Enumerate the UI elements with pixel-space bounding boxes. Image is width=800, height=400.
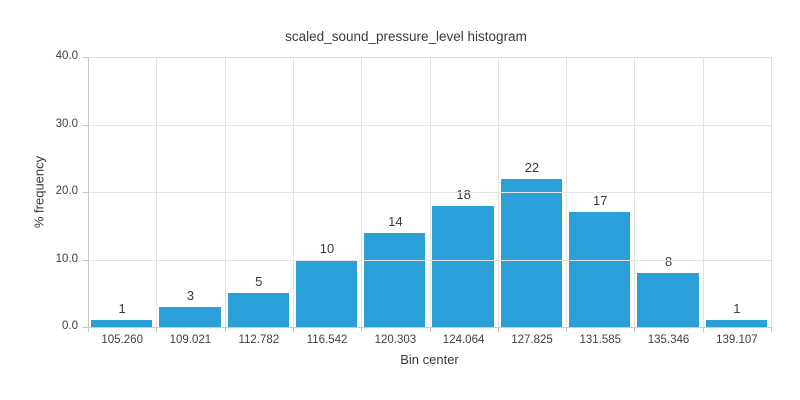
chart-title: scaled_sound_pressure_level histogram bbox=[285, 29, 527, 44]
x-tick-label: 127.825 bbox=[511, 334, 553, 346]
bars-container: 1 3 5 10 14 18 22 17 8 1 bbox=[88, 57, 771, 327]
v-gridline bbox=[156, 57, 157, 327]
v-gridline bbox=[566, 57, 567, 327]
x-axis-tick bbox=[88, 327, 89, 332]
histogram-bar[interactable] bbox=[500, 178, 563, 327]
bar-value-label: 10 bbox=[319, 240, 335, 256]
histogram-slot: 17 bbox=[566, 57, 634, 327]
h-gridline bbox=[88, 192, 771, 193]
v-gridline bbox=[703, 57, 704, 327]
bar-value-label: 1 bbox=[733, 301, 741, 317]
v-gridline bbox=[498, 57, 499, 327]
x-axis-tick bbox=[361, 327, 362, 332]
y-tick-label: 40.0 bbox=[55, 50, 78, 62]
x-tick-label: 135.346 bbox=[647, 334, 690, 346]
x-axis-tick bbox=[634, 327, 635, 332]
histogram-bar[interactable] bbox=[432, 205, 494, 327]
histogram-slot: 1 bbox=[703, 57, 771, 327]
x-axis-tick bbox=[225, 327, 226, 332]
x-tick-label: 116.542 bbox=[306, 334, 348, 346]
x-axis-tick bbox=[566, 327, 567, 332]
h-gridline bbox=[88, 124, 771, 126]
bar-value-label: 5 bbox=[255, 274, 263, 290]
bar-value-label: 1 bbox=[118, 301, 126, 317]
h-gridline bbox=[88, 57, 771, 58]
x-tick-label: 109.021 bbox=[169, 334, 212, 346]
h-gridline bbox=[88, 259, 771, 261]
histogram-slot: 18 bbox=[429, 57, 497, 327]
plot-area: 1 3 5 10 14 18 22 17 8 1 bbox=[88, 57, 772, 328]
x-tick-label: 131.585 bbox=[579, 334, 622, 346]
x-axis-tick bbox=[156, 327, 157, 332]
histogram-bar[interactable] bbox=[637, 273, 699, 327]
histogram-slot: 5 bbox=[225, 57, 293, 327]
y-tick-label: 30.0 bbox=[55, 117, 78, 130]
y-tick-label: 20.0 bbox=[55, 185, 78, 197]
histogram-slot: 10 bbox=[293, 57, 361, 327]
y-axis-tick bbox=[82, 259, 88, 261]
x-axis-tick bbox=[498, 327, 499, 332]
histogram-bar[interactable] bbox=[295, 259, 358, 327]
histogram-bar[interactable] bbox=[364, 232, 426, 327]
v-gridline bbox=[293, 57, 294, 327]
x-tick-label: 120.303 bbox=[374, 334, 417, 346]
x-axis-tick bbox=[771, 327, 772, 332]
y-axis-tick bbox=[82, 124, 88, 126]
bar-value-label: 3 bbox=[186, 287, 195, 303]
x-axis-tick bbox=[293, 327, 294, 332]
v-gridline bbox=[225, 57, 226, 327]
v-gridline bbox=[634, 57, 635, 327]
bar-value-label: 14 bbox=[388, 213, 403, 229]
x-axis-tick bbox=[703, 327, 704, 332]
y-tick-label: 0.0 bbox=[62, 320, 78, 332]
histogram-slot: 1 bbox=[88, 57, 156, 327]
x-axis-tick bbox=[430, 327, 431, 332]
bar-value-label: 22 bbox=[524, 159, 540, 175]
y-axis-tick bbox=[82, 192, 88, 193]
v-gridline bbox=[771, 57, 772, 327]
v-gridline bbox=[361, 57, 362, 327]
bar-value-label: 8 bbox=[664, 254, 673, 269]
histogram-slot: 22 bbox=[498, 57, 566, 327]
y-axis-tick bbox=[82, 57, 88, 58]
histogram-slot: 14 bbox=[361, 57, 429, 327]
histogram-bar[interactable] bbox=[227, 293, 289, 327]
x-tick-label: 105.260 bbox=[101, 334, 143, 346]
x-axis-line bbox=[88, 327, 771, 328]
v-gridline bbox=[430, 57, 431, 327]
bar-value-label: 17 bbox=[592, 193, 608, 209]
y-axis-tick bbox=[82, 327, 88, 328]
histogram-bar[interactable] bbox=[91, 320, 153, 327]
x-axis-label: Bin center bbox=[400, 352, 459, 367]
x-tick-label: 112.782 bbox=[238, 334, 280, 346]
bar-value-label: 18 bbox=[456, 186, 471, 202]
x-tick-label: 124.064 bbox=[442, 334, 485, 346]
y-tick-label: 10.0 bbox=[55, 252, 78, 265]
histogram-slot: 8 bbox=[634, 57, 702, 327]
histogram-bar[interactable] bbox=[569, 212, 631, 327]
x-tick-label: 139.107 bbox=[716, 334, 758, 346]
y-axis-line bbox=[88, 57, 89, 327]
histogram-bar[interactable] bbox=[705, 320, 767, 327]
histogram-bar[interactable] bbox=[159, 306, 221, 327]
histogram-slot: 3 bbox=[156, 57, 224, 327]
